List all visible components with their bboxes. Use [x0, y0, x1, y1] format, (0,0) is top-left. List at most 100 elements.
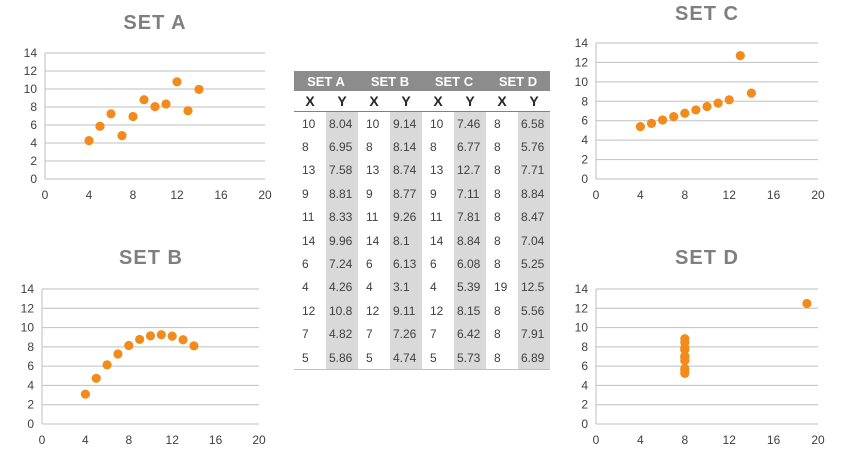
table-column-header: X: [486, 91, 518, 112]
table-cell-x: 11: [302, 210, 315, 225]
table-cell-x: 10: [302, 116, 316, 131]
table-column-header: Y: [326, 91, 358, 112]
table-cell-y: 6.77: [454, 135, 486, 159]
table-row: 5 5.86 5 4.74 5 5.73 8 6.89: [294, 345, 550, 371]
table-cell-y: 5.39: [454, 275, 486, 300]
table-cell-y: 6.13: [390, 252, 422, 276]
table-cell-y: 8.04: [326, 111, 358, 136]
table-cell-y: 7.91: [518, 322, 550, 346]
x-tick-label: 12: [723, 433, 737, 447]
data-point: [746, 88, 757, 98]
data-point: [680, 343, 690, 353]
data-point: [802, 298, 812, 309]
table-cell-y: 7.04: [518, 228, 550, 253]
table-cell-y: 6.08: [454, 252, 486, 276]
data-point: [680, 352, 690, 363]
table-cell-x: 4: [430, 280, 437, 295]
table-row: 9 8.81 9 8.77 9 7.11 8 8.84: [294, 182, 550, 206]
table-cell-x: 9: [366, 186, 373, 201]
table-cell-x: 9: [430, 186, 437, 201]
table-row: 11 8.33 11 9.26 11 7.81 8 8.47: [294, 205, 550, 229]
table-cell-x: 8: [494, 163, 501, 178]
table-row: 7 4.82 7 7.26 7 6.42 8 7.91: [294, 322, 550, 346]
table-cell-y: 8.1: [390, 228, 422, 253]
table-cell-y: 8.15: [454, 299, 486, 323]
data-point: [724, 95, 734, 105]
scatter-chart-set-c: SET C 0 2 4 6 8 10 12 14 0 4 8 12 16 20: [575, 3, 825, 202]
data-point: [189, 341, 199, 351]
y-tick-label: 0: [30, 172, 37, 186]
data-point: [145, 331, 156, 341]
y-tick-label: 10: [24, 82, 38, 96]
table-cell-y: 4.82: [326, 322, 358, 346]
data-point: [658, 115, 668, 125]
y-tick-label: 8: [27, 340, 34, 354]
data-point: [117, 131, 127, 141]
data-point: [713, 98, 723, 108]
table-cell-x: 4: [302, 280, 309, 295]
y-tick-label: 6: [27, 359, 34, 373]
data-point: [128, 111, 138, 122]
y-tick-label: 0: [581, 172, 588, 186]
y-tick-label: 4: [581, 378, 588, 392]
y-tick-label: 10: [575, 75, 589, 89]
table-cell-y: 6.95: [326, 135, 358, 159]
table-cell-x: 9: [302, 186, 309, 201]
x-tick-label: 12: [166, 433, 180, 447]
data-point: [702, 101, 712, 112]
chart-title: SET B: [119, 247, 183, 269]
table-cell-x: 6: [430, 257, 437, 272]
table-cell-y: 3.1: [390, 275, 422, 300]
table-cell-x: 14: [302, 233, 316, 248]
table-set-header: SET D: [486, 71, 550, 91]
table-cell-y: 8.74: [390, 158, 422, 183]
chart-title: SET A: [123, 12, 186, 34]
data-point: [135, 334, 145, 345]
table-cell-y: 7.24: [326, 252, 358, 276]
table-cell-y: 9.26: [390, 205, 422, 229]
table-cell-x: 6: [302, 257, 309, 272]
y-tick-label: 14: [21, 282, 35, 296]
table-row: 13 7.58 13 8.74 13 12.7 8 7.71: [294, 158, 550, 183]
table-row: 10 8.04 10 9.14 10 7.46 8 6.58: [294, 111, 550, 136]
x-tick-label: 8: [130, 188, 137, 202]
table-set-header: SET B: [358, 71, 422, 91]
table-cell-y: 6.89: [518, 345, 550, 371]
y-tick-label: 0: [27, 417, 34, 431]
table-cell-x: 13: [366, 163, 380, 178]
table-cell-x: 14: [430, 233, 444, 248]
table-cell-y: 7.26: [390, 322, 422, 346]
data-point: [178, 335, 188, 345]
data-point: [172, 77, 182, 87]
table-row: 14 9.96 14 8.1 14 8.84 8 7.04: [294, 228, 550, 253]
table-column-header: Y: [518, 91, 550, 112]
table-cell-y: 8.77: [390, 182, 422, 206]
table-cell-y: 7.81: [454, 205, 486, 229]
y-tick-label: 12: [575, 301, 589, 315]
table-cell-x: 7: [430, 327, 437, 342]
y-tick-label: 10: [575, 321, 589, 335]
y-tick-label: 14: [24, 46, 38, 60]
x-tick-label: 8: [125, 433, 132, 447]
data-point: [91, 373, 101, 383]
data-point: [735, 51, 745, 61]
data-point: [669, 112, 679, 122]
table-body: 10 8.04 10 9.14 10 7.46 8 6.58 8 6.95 8 8.14 8 6.77 8 5…: [294, 111, 550, 371]
x-tick-label: 16: [214, 188, 228, 202]
x-tick-label: 12: [170, 188, 184, 202]
table-cell-y: 9.14: [390, 111, 422, 136]
y-tick-label: 2: [27, 398, 34, 412]
y-tick-label: 8: [581, 340, 588, 354]
table-cell-x: 12: [302, 303, 316, 318]
x-tick-label: 20: [252, 433, 266, 447]
table-cell-x: 10: [366, 116, 380, 131]
data-point: [635, 122, 646, 132]
table-cell-y: 7.71: [518, 158, 550, 183]
data-point: [194, 84, 204, 94]
y-tick-label: 12: [24, 64, 38, 78]
table-cell-y: 7.58: [326, 158, 358, 183]
table-cell-x: 10: [430, 116, 444, 131]
table-cell-x: 7: [302, 327, 309, 342]
